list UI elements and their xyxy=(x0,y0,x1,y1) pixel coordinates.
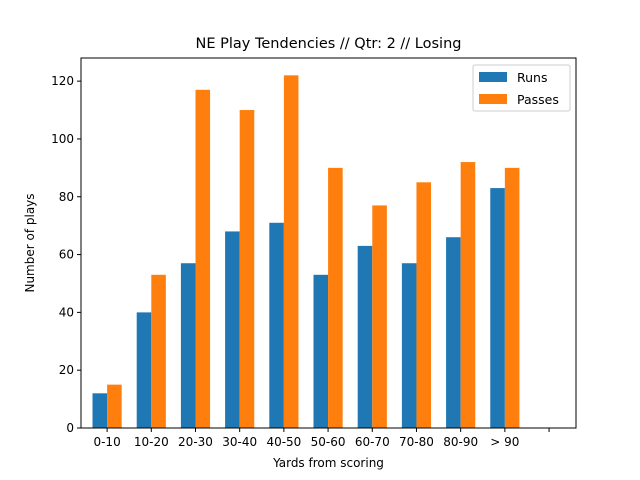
bar-passes-2 xyxy=(195,89,211,429)
x-tick-label: 20-30 xyxy=(178,435,213,449)
y-axis-ticks: 0 20 40 60 80 100 120 xyxy=(51,74,81,435)
x-axis-ticks: 0-10 10-20 20-30 30-40 40-50 50-60 60-70 70-80 8… xyxy=(93,428,550,449)
legend-label-passes: Passes xyxy=(517,92,559,107)
bars-layer xyxy=(92,75,520,429)
legend-label-runs: Runs xyxy=(517,70,547,85)
x-tick-label: 0-10 xyxy=(93,435,120,449)
bar-runs-8 xyxy=(446,237,461,428)
bar-passes-9 xyxy=(504,167,520,428)
bar-passes-5 xyxy=(328,167,343,428)
bar-runs-5 xyxy=(313,274,329,428)
y-tick-label: 60 xyxy=(59,248,74,262)
x-tick-label: 80-90 xyxy=(443,435,478,449)
x-tick-label: 60-70 xyxy=(355,435,390,449)
x-tick-label: 70-80 xyxy=(399,435,434,449)
bar-runs-0 xyxy=(92,393,108,428)
bar-passes-3 xyxy=(239,110,255,428)
y-tick-label: 80 xyxy=(59,190,74,204)
x-tick-label: 30-40 xyxy=(222,435,257,449)
legend-swatch-runs xyxy=(479,72,507,82)
x-tick-label: > 90 xyxy=(490,435,519,449)
bar-runs-1 xyxy=(136,312,152,429)
bar-passes-0 xyxy=(107,384,122,428)
x-tick-label: 40-50 xyxy=(266,435,301,449)
bar-runs-2 xyxy=(180,263,196,428)
y-tick-label: 100 xyxy=(51,132,74,146)
chart-title: NE Play Tendencies // Qtr: 2 // Losing xyxy=(196,36,462,52)
x-tick-label: 10-20 xyxy=(134,435,169,449)
legend: Runs Passes xyxy=(472,64,571,112)
y-tick-label: 0 xyxy=(66,421,74,435)
bar-passes-4 xyxy=(283,75,299,428)
y-tick-label: 40 xyxy=(59,305,74,319)
bar-passes-1 xyxy=(151,274,166,428)
bar-passes-8 xyxy=(460,162,476,428)
bar-passes-6 xyxy=(372,205,387,428)
x-tick-label: 50-60 xyxy=(311,435,346,449)
bar-runs-7 xyxy=(401,263,417,428)
bar-runs-6 xyxy=(357,245,373,428)
bar-runs-4 xyxy=(269,222,284,428)
x-axis-label: Yards from scoring xyxy=(272,456,384,470)
bar-runs-3 xyxy=(225,231,240,428)
y-axis-label: Number of plays xyxy=(23,193,37,292)
y-tick-label: 20 xyxy=(59,363,74,377)
bar-passes-7 xyxy=(416,182,432,428)
bar-runs-9 xyxy=(490,188,505,428)
y-tick-label: 120 xyxy=(51,74,74,88)
legend-swatch-passes xyxy=(479,94,507,104)
